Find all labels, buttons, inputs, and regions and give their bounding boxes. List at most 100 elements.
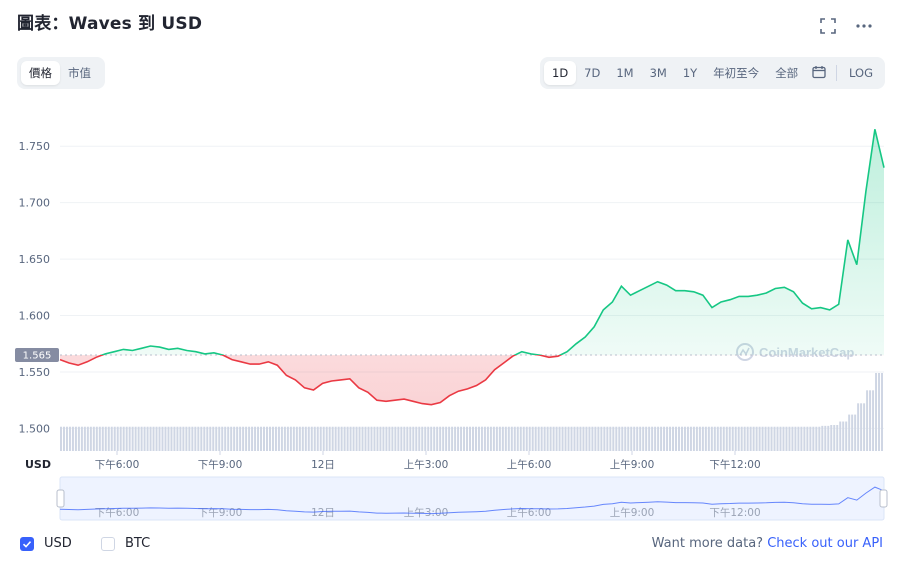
fullscreen-icon[interactable] [818, 16, 838, 36]
volume-bar [463, 426, 466, 451]
volume-bar [678, 426, 680, 451]
volume-bar [743, 426, 746, 451]
volume-bar [260, 426, 263, 451]
volume-bar [878, 372, 881, 451]
volume-bar [149, 426, 152, 451]
volume-bar [669, 426, 672, 451]
navigator-handle-right[interactable] [879, 489, 888, 508]
volume-bar [60, 426, 62, 451]
volume-bar [803, 426, 806, 451]
volume-bar [68, 426, 71, 451]
volume-bar [866, 390, 869, 451]
volume-bar [555, 426, 558, 451]
volume-bar [561, 426, 564, 451]
navigator-handle-left[interactable] [56, 489, 65, 508]
volume-bar [477, 426, 480, 451]
volume-bar [680, 426, 683, 451]
log-scale-button[interactable]: LOG [849, 66, 873, 80]
volume-bar [289, 426, 292, 451]
btc-checkbox[interactable] [101, 536, 115, 551]
volume-bar [409, 426, 412, 451]
volume-bar [797, 426, 800, 451]
x-tick-label: 上午9:00 [610, 458, 655, 471]
volume-bar [316, 426, 319, 451]
tab-price[interactable]: 價格 [21, 61, 60, 85]
range-1m[interactable]: 1M [616, 66, 634, 80]
volume-bar [349, 426, 352, 451]
volume-bar [701, 426, 704, 451]
volume-bar [286, 426, 289, 451]
range-1y[interactable]: 1Y [682, 66, 698, 80]
range-3m[interactable]: 3M [649, 66, 667, 80]
calendar-icon[interactable] [806, 61, 832, 85]
volume-bar [627, 426, 630, 451]
volume-bar [507, 426, 510, 451]
volume-bar [770, 426, 773, 451]
volume-bar [328, 426, 331, 451]
range-7d[interactable]: 7D [584, 66, 601, 80]
volume-bar [65, 426, 68, 451]
volume-bar [564, 426, 567, 451]
tab-market-cap[interactable]: 市值 [68, 66, 91, 80]
range-1d[interactable]: 1D [544, 61, 577, 85]
volume-bar [268, 426, 271, 451]
volume-bar [513, 426, 516, 451]
y-axis-unit: USD [25, 458, 51, 471]
legend-usd[interactable]: USD [20, 536, 72, 551]
volume-bar [245, 426, 248, 451]
volume-bar [597, 426, 600, 451]
volume-bar [152, 426, 155, 451]
volume-bar [483, 426, 486, 451]
volume-bar [71, 426, 74, 451]
volume-bar [304, 426, 307, 451]
volume-bar [313, 426, 316, 451]
volume-bar [612, 426, 615, 451]
volume-bar [845, 421, 848, 451]
volume-bar [534, 426, 537, 451]
volume-bar [451, 426, 454, 451]
volume-bar [167, 426, 170, 451]
volume-bar [675, 426, 677, 451]
legend-usd-label: USD [44, 536, 72, 551]
volume-bar [430, 426, 433, 451]
y-tick-label: 1.700 [19, 197, 51, 210]
api-promo: Want more data? Check out our API [652, 536, 883, 551]
volume-bar [785, 426, 788, 451]
legend-btc[interactable]: BTC [101, 536, 150, 551]
volume-bar [200, 426, 203, 451]
volume-bar [403, 426, 406, 451]
volume-bar [412, 426, 415, 451]
volume-bar [203, 426, 206, 451]
volume-bar [460, 426, 463, 451]
volume-bar [636, 426, 639, 451]
api-link[interactable]: Check out our API [767, 536, 883, 551]
volume-bar [591, 426, 594, 451]
volume-bar [370, 426, 373, 451]
navigator-tick-label: 下午6:00 [95, 506, 140, 519]
volume-bar [155, 426, 158, 451]
volume-bar [812, 426, 815, 451]
volume-bar [131, 426, 134, 451]
volume-bar [474, 426, 477, 451]
volume-bar [337, 426, 340, 451]
volume-bar [146, 426, 149, 451]
volume-bar [716, 426, 719, 451]
volume-bar [251, 426, 254, 451]
volume-bar [501, 426, 504, 451]
volume-bar [292, 426, 295, 451]
volume-bar [582, 426, 585, 451]
volume-bar [836, 424, 839, 451]
volume-bar [755, 426, 758, 451]
volume-bar [740, 426, 743, 451]
usd-checkbox[interactable] [20, 536, 34, 551]
navigator-tick-label: 12日 [311, 507, 335, 519]
navigator-tick-label: 上午9:00 [610, 506, 655, 519]
volume-bar [433, 426, 436, 451]
navigator-tick-label: 上午6:00 [507, 506, 552, 519]
more-options-icon[interactable] [854, 16, 874, 36]
volume-bar [164, 426, 167, 451]
range-ytd[interactable]: 年初至今 [713, 66, 760, 80]
volume-bar [486, 426, 489, 451]
range-all[interactable]: 全部 [775, 66, 799, 80]
reference-badge: 1.565 [15, 348, 59, 363]
